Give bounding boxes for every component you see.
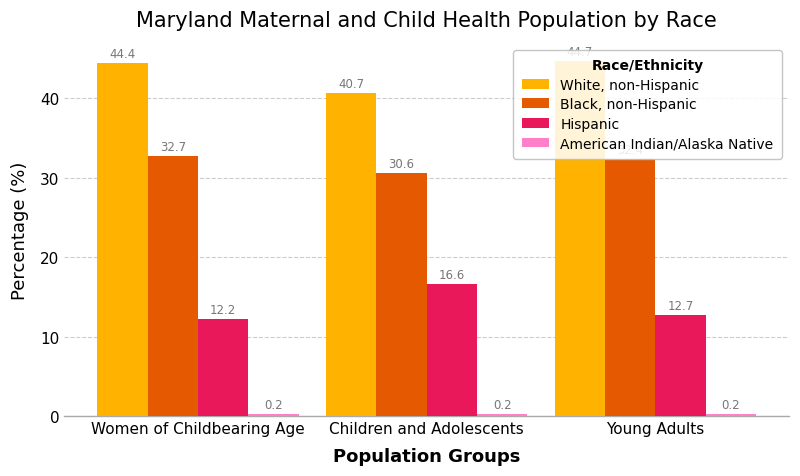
Text: 44.4: 44.4 (110, 48, 136, 61)
Text: 30.6: 30.6 (389, 158, 414, 170)
Text: 32.4: 32.4 (617, 143, 643, 156)
X-axis label: Population Groups: Population Groups (333, 447, 520, 465)
Y-axis label: Percentage (%): Percentage (%) (11, 161, 29, 299)
Bar (326, 94, 376, 416)
Bar (426, 285, 477, 416)
Legend: White, non-Hispanic, Black, non-Hispanic, Hispanic, American Indian/Alaska Nativ: White, non-Hispanic, Black, non-Hispanic… (514, 50, 782, 159)
Bar (198, 319, 248, 416)
Bar (98, 64, 148, 416)
Text: 16.6: 16.6 (438, 268, 465, 281)
Bar (655, 316, 706, 416)
Text: 40.7: 40.7 (338, 78, 364, 90)
Text: 0.2: 0.2 (493, 398, 511, 411)
Text: 44.7: 44.7 (566, 46, 593, 59)
Bar (376, 174, 426, 416)
Bar (248, 415, 298, 416)
Bar (605, 159, 655, 416)
Bar (706, 415, 756, 416)
Title: Maryland Maternal and Child Health Population by Race: Maryland Maternal and Child Health Popul… (136, 11, 717, 31)
Text: 0.2: 0.2 (722, 398, 740, 411)
Text: 12.7: 12.7 (667, 299, 694, 312)
Text: 12.2: 12.2 (210, 303, 236, 316)
Text: 0.2: 0.2 (264, 398, 282, 411)
Bar (148, 157, 198, 416)
Bar (554, 62, 605, 416)
Text: 32.7: 32.7 (160, 141, 186, 154)
Bar (477, 415, 527, 416)
